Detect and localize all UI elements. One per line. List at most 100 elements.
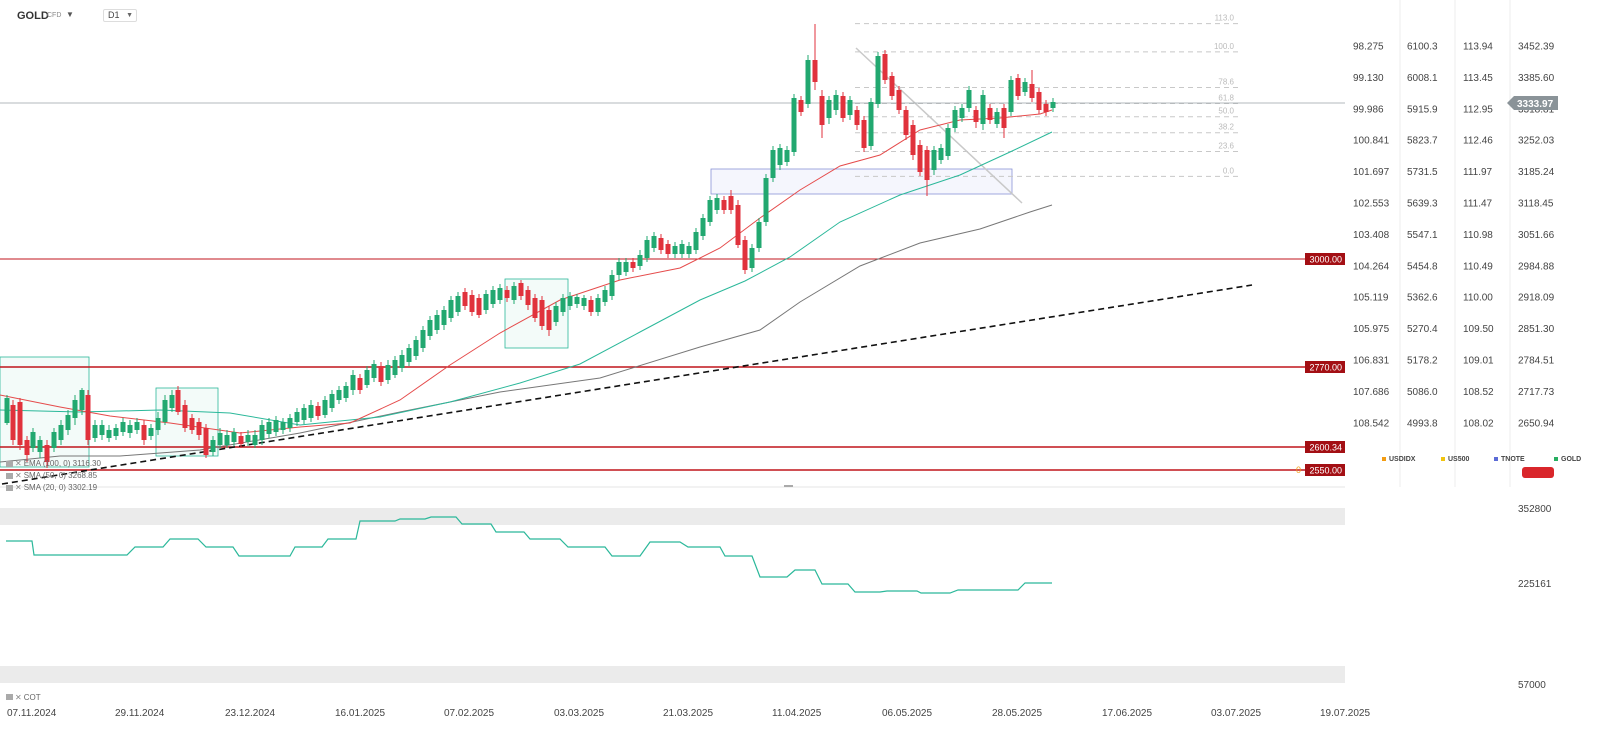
eye-icon[interactable] (6, 484, 13, 491)
x-tick: 17.06.2025 (1102, 708, 1152, 719)
candle-body (763, 178, 769, 222)
candle-body (560, 298, 566, 312)
us500-tick: 5731.5 (1407, 167, 1438, 178)
level-label: 2770.00 (1309, 363, 1342, 373)
candle-body (539, 300, 545, 326)
candle-body (175, 390, 181, 412)
usdidx-tick: 106.831 (1353, 356, 1390, 367)
symbol-type: CFD (47, 12, 62, 19)
candle-body (196, 422, 202, 435)
candle-body (357, 378, 363, 390)
usdidx-tick: 101.697 (1353, 167, 1390, 178)
us500-tick: 5547.1 (1407, 230, 1438, 241)
candle-body (532, 298, 538, 318)
price-tick: 3185.24 (1518, 167, 1555, 178)
candle-body (917, 145, 923, 172)
candle-body (994, 112, 1000, 124)
axis-header-us500: US500 (1441, 456, 1469, 463)
candle-body (44, 445, 50, 462)
fib-label: 38.2 (1218, 123, 1234, 132)
price-tick: 2784.51 (1518, 356, 1555, 367)
gold-series-button[interactable] (1522, 467, 1554, 478)
series-color (1441, 457, 1445, 462)
candle-body (350, 375, 356, 390)
axis-header-tnote: TNOTE (1494, 456, 1525, 463)
candle-body (113, 428, 119, 436)
close-icon[interactable]: ✕ (15, 483, 22, 492)
candle-body (637, 255, 643, 266)
candle-body (875, 56, 881, 104)
eye-icon[interactable] (6, 472, 13, 479)
fib-label: 0.0 (1223, 166, 1235, 175)
candle-body (700, 218, 706, 236)
candle-body (148, 428, 154, 436)
candle-body (798, 100, 804, 112)
candle-body (588, 300, 594, 312)
indicator-sma20[interactable]: ✕ SMA (20, 0) 3302.19 (6, 483, 97, 492)
candle-body (651, 236, 657, 248)
candle-body (721, 200, 727, 210)
candle-body (931, 150, 937, 170)
close-icon[interactable]: ✕ (15, 471, 22, 480)
eye-icon[interactable] (6, 460, 13, 467)
ema-line (0, 109, 1053, 434)
candle-body (266, 422, 272, 434)
tnote-tick: 109.50 (1463, 324, 1494, 335)
candle-body (378, 366, 384, 382)
tnote-tick: 113.94 (1463, 42, 1493, 53)
candle-body (127, 425, 133, 433)
tnote-tick: 110.49 (1463, 261, 1493, 272)
candle-body (65, 415, 71, 430)
close-icon[interactable]: ✕ (15, 693, 22, 702)
price-tick: 2918.09 (1518, 293, 1555, 304)
tnote-tick: 108.52 (1463, 387, 1494, 398)
candle-body (462, 292, 468, 306)
chevron-down-icon[interactable]: ▼ (66, 10, 74, 19)
indicator-sma50[interactable]: ✕ SMA (50, 0) 3268.85 (6, 471, 97, 480)
eye-icon[interactable] (6, 694, 13, 700)
candle-body (553, 306, 559, 322)
series-color (1382, 457, 1386, 462)
fib-label: 78.6 (1218, 78, 1234, 87)
candle-body (469, 295, 475, 312)
symbol-label[interactable]: GOLD (17, 10, 49, 22)
candle-body (120, 422, 126, 432)
candle-body (413, 340, 419, 356)
candle-body (1043, 104, 1049, 112)
candle-body (30, 432, 36, 448)
candle-body (854, 110, 860, 125)
candle-body (51, 432, 57, 448)
us500-tick: 5362.6 (1407, 293, 1438, 304)
candle-body (392, 360, 398, 375)
indicator-label: EMA (100, 0) 3116.30 (23, 459, 101, 468)
candle-body (210, 440, 216, 452)
candle-body (784, 150, 790, 162)
timeframe-select[interactable]: D1 ▼ (103, 9, 137, 22)
indicator-cot[interactable]: ✕ COT (6, 693, 41, 702)
level-tag (1305, 464, 1345, 476)
candle-body (672, 246, 678, 254)
close-icon[interactable]: ✕ (15, 459, 22, 468)
level-tag (1305, 441, 1345, 453)
candle-body (224, 435, 230, 445)
x-tick: 03.03.2025 (554, 708, 604, 719)
candle-body (770, 150, 776, 178)
candle-body (658, 238, 664, 250)
candle-body (1050, 102, 1056, 108)
candle-body (1001, 108, 1007, 128)
candle-body (980, 95, 986, 124)
candle-body (79, 390, 85, 410)
current-price-tag (1507, 96, 1558, 110)
candle-body (483, 294, 489, 310)
candle-body (630, 262, 636, 268)
current-price-label: 3333.97 (1517, 99, 1554, 110)
x-tick: 07.11.2024 (7, 708, 57, 719)
candle-body (882, 54, 888, 80)
x-tick: 06.05.2025 (882, 708, 932, 719)
x-tick: 16.01.2025 (335, 708, 385, 719)
indicator-ema[interactable]: ✕ EMA (100, 0) 3116.30 (6, 459, 101, 468)
cot-line (6, 516, 1052, 594)
fib-label: 113.0 (1215, 14, 1235, 23)
chevron-down-icon: ▼ (126, 12, 133, 19)
